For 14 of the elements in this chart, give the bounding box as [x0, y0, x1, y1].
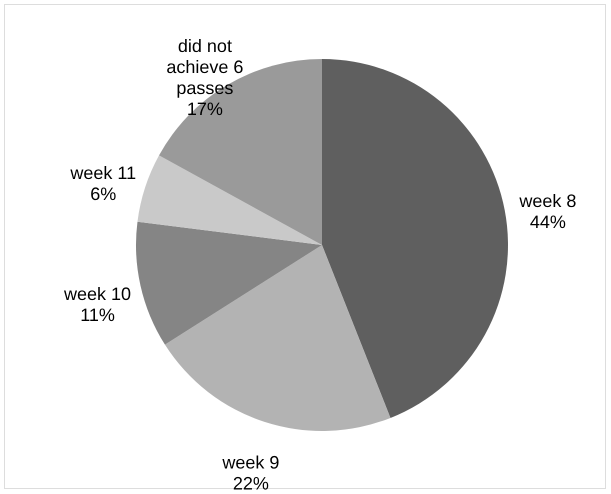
- pie-slice: [322, 59, 508, 418]
- slice-label: week 11: [69, 162, 136, 183]
- data-label: 22%: [232, 474, 269, 494]
- data-label: 44%: [530, 212, 566, 232]
- slice-label: week 8: [518, 190, 576, 211]
- pie-slice: [164, 245, 390, 431]
- pie-slice: [159, 59, 322, 245]
- data-label: 6%: [90, 184, 116, 204]
- pie-slice: [136, 222, 322, 345]
- slice-label: did not achieve 6 passes: [166, 36, 244, 98]
- slice-label: week 10: [63, 284, 132, 304]
- data-label: 11%: [80, 305, 115, 326]
- slice-label: week 9: [221, 452, 280, 473]
- pie-slice: [137, 155, 322, 245]
